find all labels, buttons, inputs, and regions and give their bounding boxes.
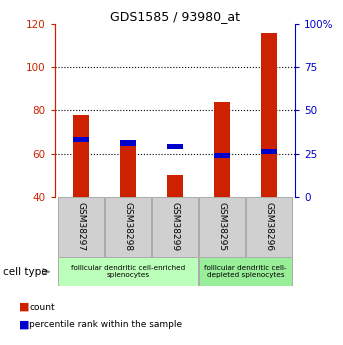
- Text: ■: ■: [19, 319, 29, 329]
- Text: percentile rank within the sample: percentile rank within the sample: [29, 320, 182, 329]
- Bar: [214, 152, 230, 158]
- Text: follicular dendritic cell-
depleted splenocytes: follicular dendritic cell- depleted sple…: [204, 265, 287, 278]
- Text: GSM38299: GSM38299: [170, 202, 179, 252]
- Bar: [167, 144, 183, 149]
- Text: GSM38296: GSM38296: [264, 202, 274, 252]
- Text: GSM38297: GSM38297: [76, 202, 85, 252]
- Bar: [120, 140, 136, 146]
- Bar: [58, 197, 104, 257]
- Text: count: count: [29, 303, 55, 312]
- Bar: [72, 137, 89, 142]
- Text: cell type: cell type: [3, 267, 48, 277]
- Bar: [152, 197, 198, 257]
- Text: follicular dendritic cell-enriched
splenocytes: follicular dendritic cell-enriched splen…: [71, 265, 185, 278]
- Bar: [246, 197, 292, 257]
- Bar: [72, 115, 89, 197]
- Bar: [261, 33, 277, 197]
- Text: ■: ■: [19, 302, 29, 312]
- Bar: [199, 197, 245, 257]
- Bar: [120, 141, 136, 197]
- Title: GDS1585 / 93980_at: GDS1585 / 93980_at: [110, 10, 240, 23]
- Bar: [105, 197, 151, 257]
- Text: GSM38298: GSM38298: [123, 202, 132, 252]
- Bar: [58, 257, 198, 286]
- Bar: [199, 257, 292, 286]
- Bar: [167, 175, 183, 197]
- Bar: [261, 149, 277, 155]
- Bar: [214, 102, 230, 197]
- Text: GSM38295: GSM38295: [217, 202, 226, 252]
